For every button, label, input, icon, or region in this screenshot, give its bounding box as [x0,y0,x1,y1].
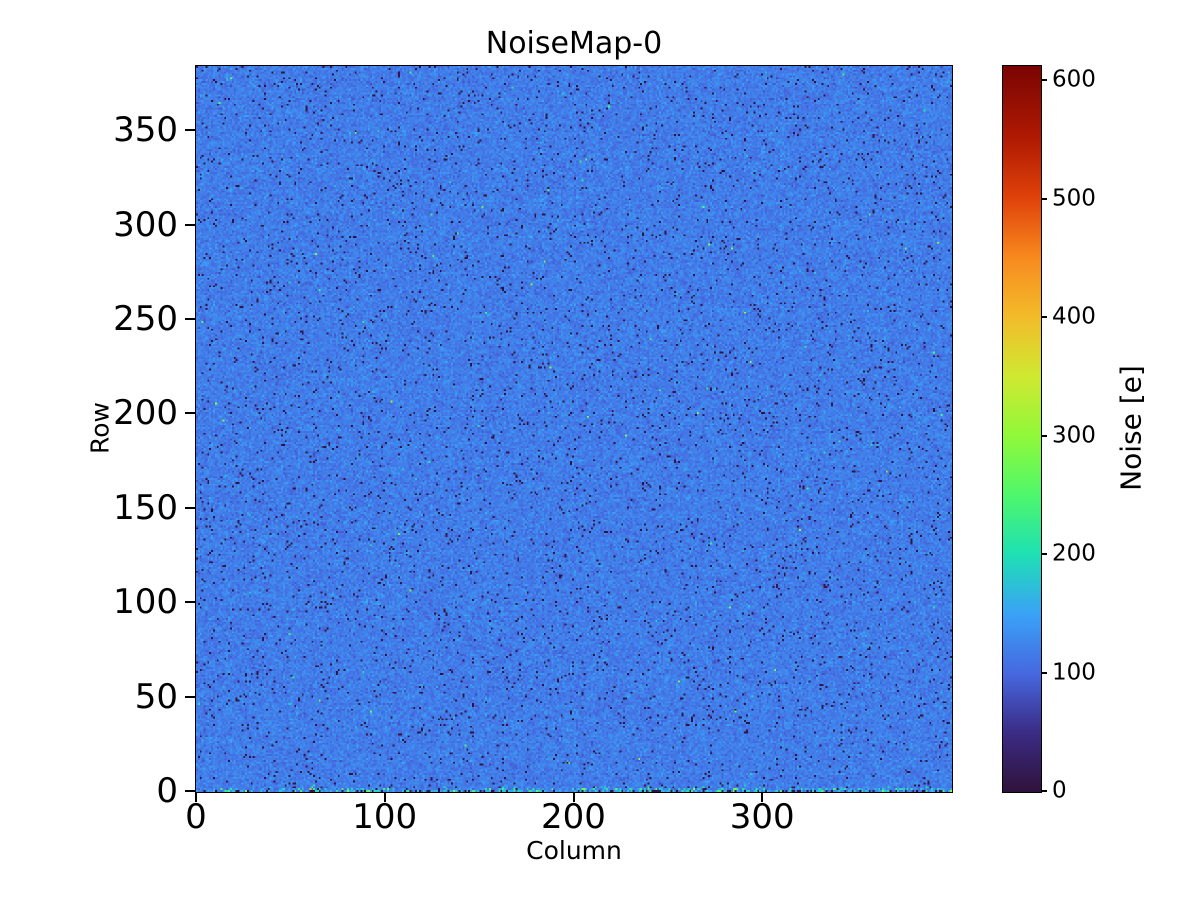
y-tick-mark [185,412,195,415]
y-tick-label: 150 [113,487,178,528]
colorbar-tick-label: 200 [1052,540,1096,567]
colorbar-label: Noise [e] [1114,365,1148,491]
colorbar-tick-label: 400 [1052,303,1096,330]
y-tick-label: 300 [113,204,178,245]
x-tick-mark [383,792,386,802]
heatmap-image [196,66,952,792]
colorbar-tick-mark [1041,553,1047,556]
x-tick-mark [572,792,575,802]
y-tick-label: 50 [134,676,178,717]
colorbar-tick-label: 100 [1052,659,1096,686]
colorbar-tick-label: 600 [1052,66,1096,93]
colorbar-tick-mark [1041,197,1047,200]
y-tick-mark [185,601,195,604]
colorbar-tick-mark [1041,790,1047,792]
x-axis-label: Column [526,836,622,865]
y-tick-label: 350 [113,110,178,151]
y-tick-label: 100 [113,582,178,623]
x-tick-mark [195,792,197,802]
x-tick-label: 200 [541,797,606,837]
y-tick-mark [185,223,195,226]
x-tick-label: 100 [352,797,418,837]
colorbar-tick-label: 0 [1052,777,1067,804]
y-tick-label: 250 [113,298,178,339]
colorbar-tick-mark [1041,434,1047,437]
colorbar-tick-mark [1041,316,1047,319]
colorbar-tick-label: 300 [1052,422,1096,449]
y-tick-mark [185,317,195,320]
plot-area [195,65,953,793]
colorbar-tick-mark [1041,671,1047,674]
colorbar-tick-mark [1041,79,1047,82]
y-axis-label: Row [85,402,115,454]
y-tick-mark [185,129,195,132]
x-tick-label: 300 [729,797,795,837]
y-tick-mark [185,506,195,509]
y-tick-mark [185,790,195,792]
x-tick-label: 0 [185,797,207,837]
y-tick-mark [185,695,195,698]
colorbar-tick-label: 500 [1052,185,1096,212]
y-tick-label: 200 [113,393,178,434]
colorbar [1002,65,1042,793]
x-tick-mark [761,792,764,802]
chart-title: NoiseMap-0 [485,26,663,61]
y-tick-label: 0 [156,771,178,811]
